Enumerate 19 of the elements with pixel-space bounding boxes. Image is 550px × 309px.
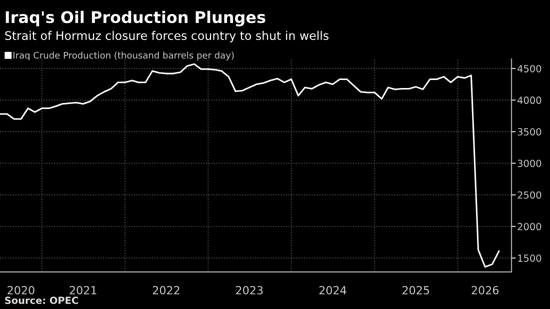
x-tick-label: 2020 bbox=[8, 286, 34, 294]
x-tick-label: 2024 bbox=[319, 286, 346, 294]
line-series bbox=[0, 63, 500, 268]
chart-subtitle: Strait of Hormuz closure forces country to shut in wells bbox=[5, 30, 329, 42]
x-tick-label: 2025 bbox=[402, 286, 430, 294]
y-tick-label: 3500 bbox=[518, 128, 542, 136]
y-tick-label: 4500 bbox=[518, 64, 542, 72]
legend-label: Iraq Crude Production (thousand barrels per day) bbox=[14, 52, 234, 60]
x-tick-label: 2022 bbox=[152, 286, 180, 294]
y-tick-label: 2500 bbox=[518, 191, 542, 199]
y-tick-label: 1500 bbox=[518, 254, 542, 262]
x-tick-label: 2026 bbox=[472, 286, 499, 294]
source-note: Source: OPEC bbox=[5, 296, 78, 304]
x-tick-label: 2023 bbox=[236, 286, 263, 294]
y-tick-label: 3000 bbox=[518, 160, 542, 168]
x-tick-label: 2021 bbox=[70, 286, 96, 294]
y-tick-label: 4000 bbox=[518, 96, 542, 104]
y-tick-label: 2000 bbox=[518, 222, 542, 230]
chart-title: Iraq's Oil Production Plunges bbox=[6, 10, 266, 26]
